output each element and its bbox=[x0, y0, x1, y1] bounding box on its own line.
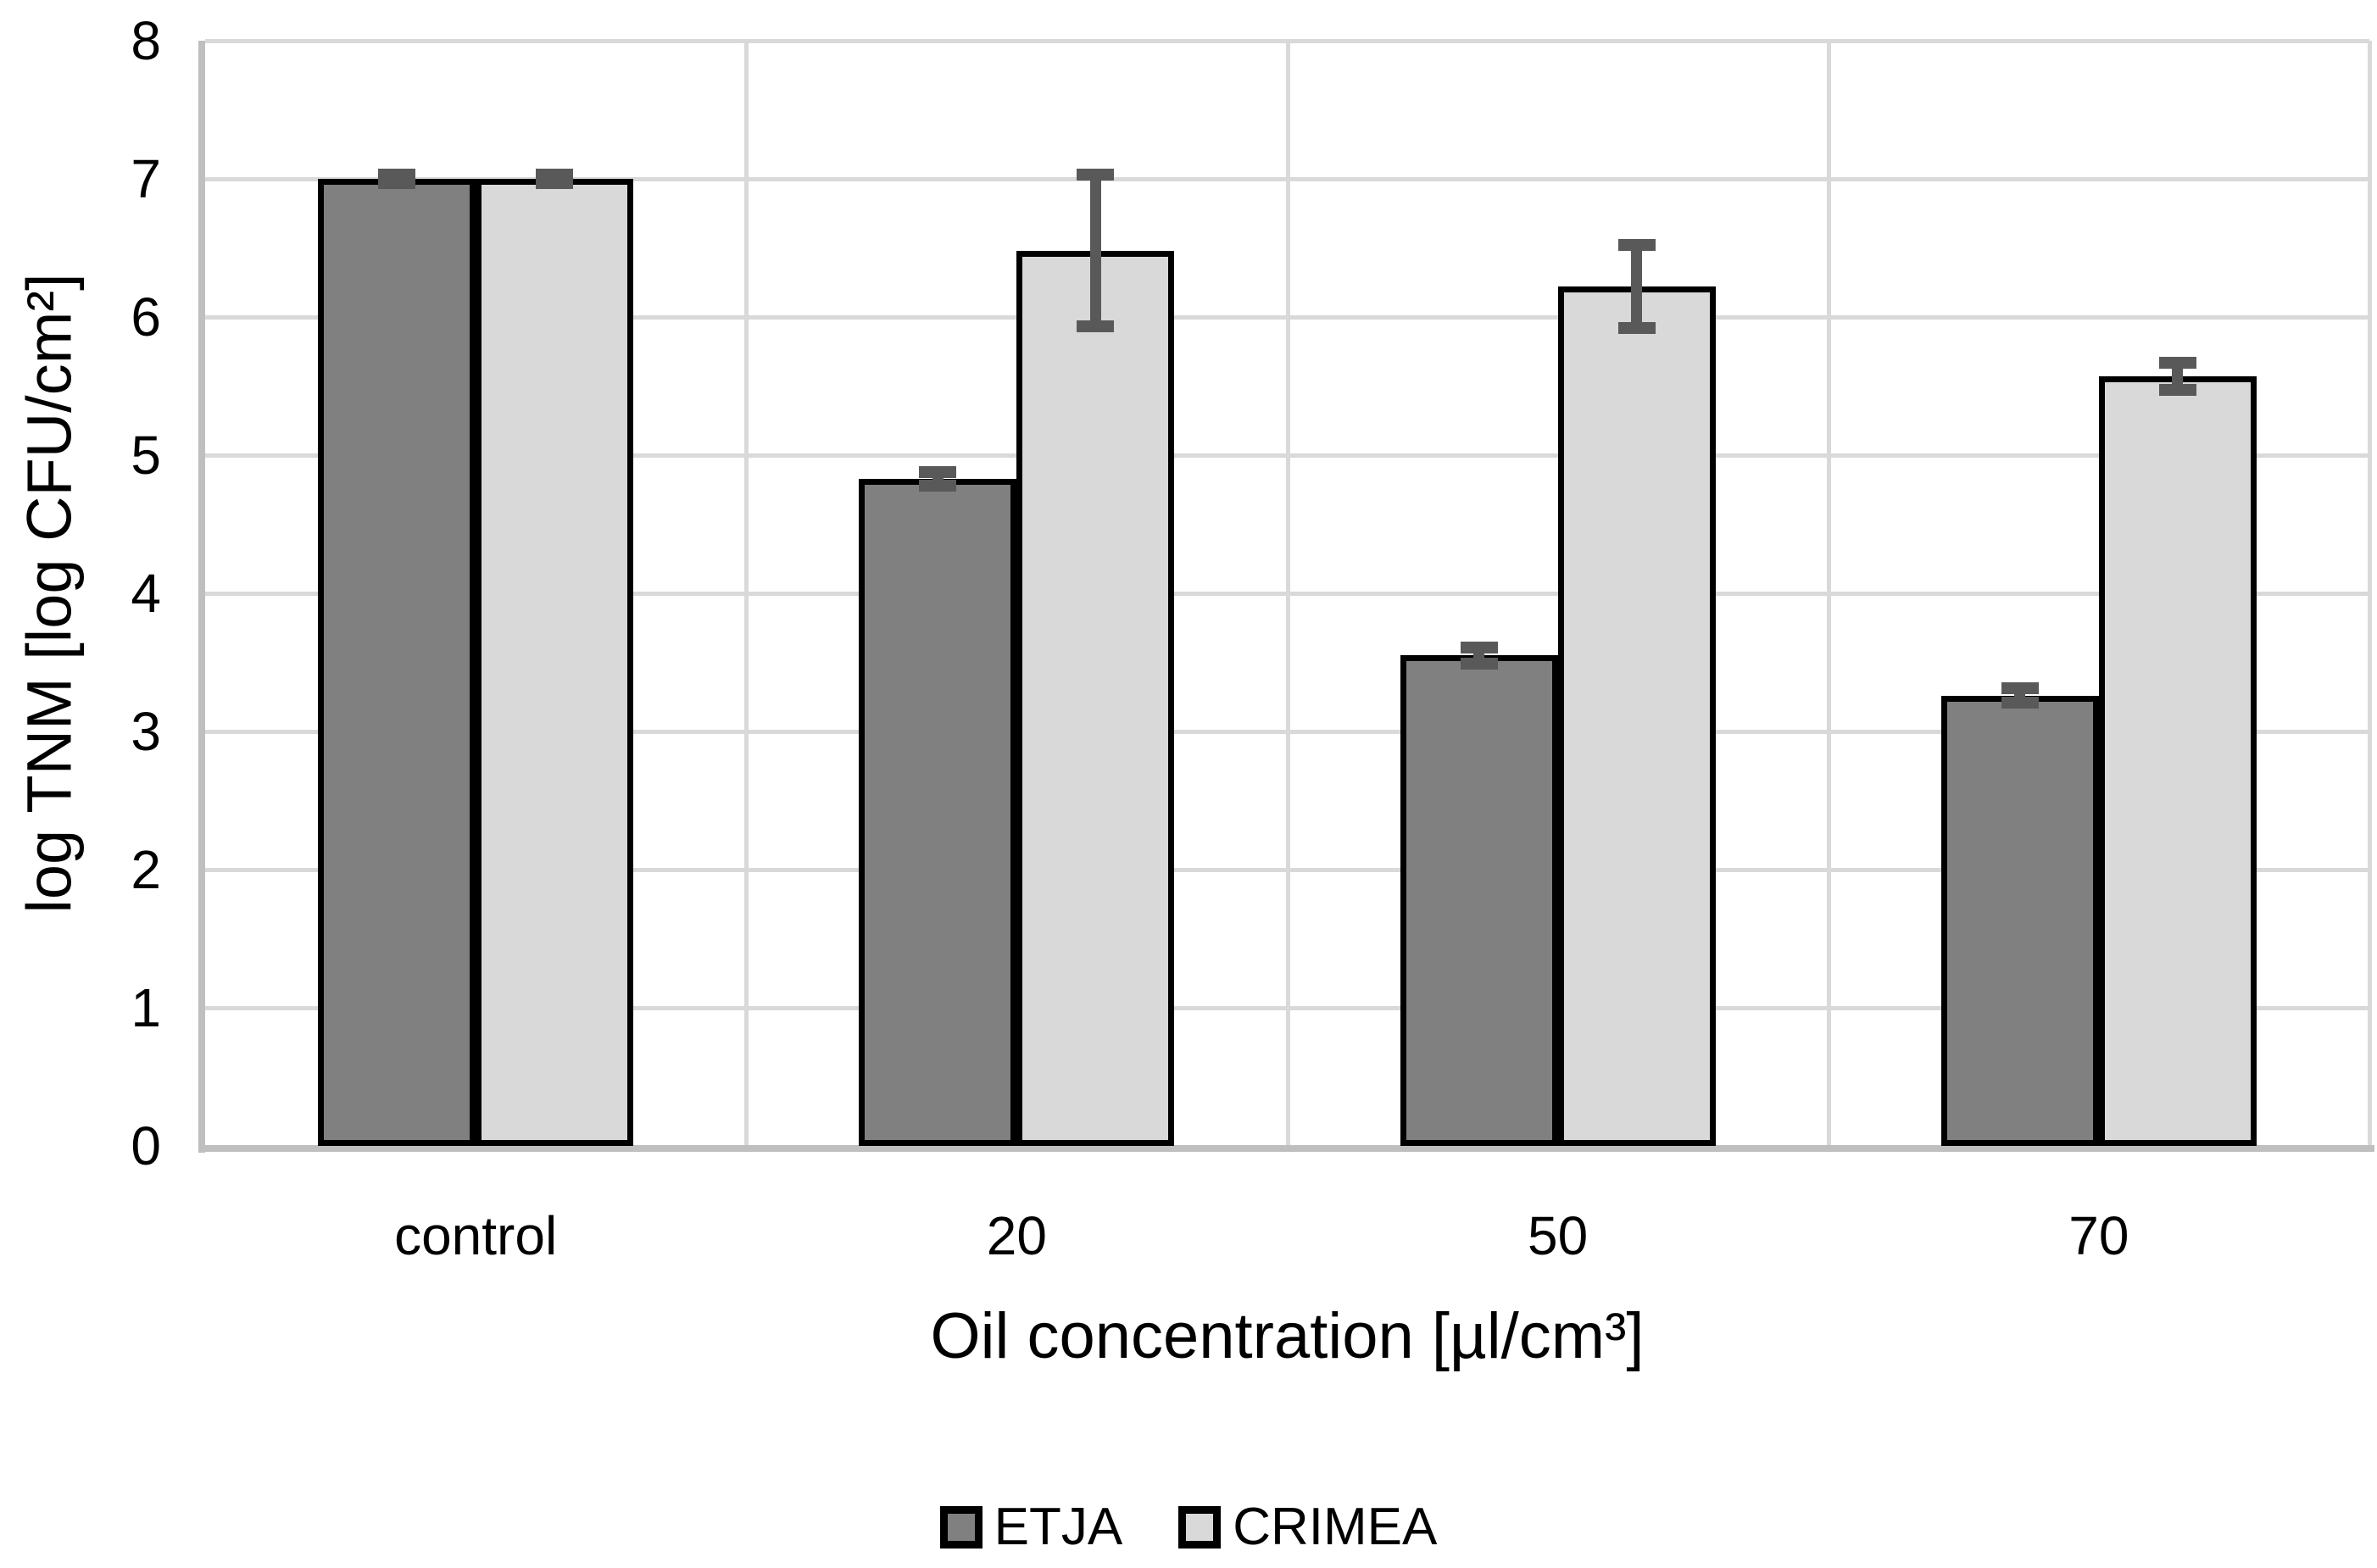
x-axis-title: Oil concentration [µl/cm³] bbox=[930, 1300, 1645, 1372]
y-tick-label: 2 bbox=[131, 839, 161, 900]
error-bar-crimea-control-cap-bottom bbox=[536, 176, 574, 189]
error-bar-crimea-70-cap-top bbox=[2158, 356, 2196, 369]
legend-item-crimea: CRIMEA bbox=[1178, 1501, 1437, 1554]
x-tick-label-control: control bbox=[394, 1205, 558, 1266]
legend-label: ETJA bbox=[994, 1498, 1123, 1556]
x-tick-label-70: 70 bbox=[2068, 1205, 2129, 1266]
bar-crimea-control bbox=[476, 179, 634, 1146]
y-axis-title: log TNM [log CFU/cm²] bbox=[14, 273, 85, 914]
error-bar-etja-20-cap-bottom bbox=[919, 479, 957, 492]
bar-etja-70 bbox=[1940, 695, 2099, 1146]
v-gridline bbox=[1826, 41, 1831, 1146]
v-gridline bbox=[1285, 41, 1290, 1146]
y-tick-label: 5 bbox=[131, 425, 161, 486]
legend-label: CRIMEA bbox=[1233, 1498, 1438, 1556]
error-bar-etja-50-cap-top bbox=[1460, 641, 1498, 653]
x-tick-label-20: 20 bbox=[986, 1205, 1047, 1266]
y-axis-line bbox=[198, 41, 205, 1153]
error-bar-crimea-50 bbox=[1631, 245, 1643, 329]
bar-crimea-50 bbox=[1557, 286, 1716, 1146]
x-axis-line bbox=[198, 1145, 2374, 1152]
legend-item-etja: ETJA bbox=[939, 1498, 1123, 1556]
legend-swatch-etja bbox=[939, 1506, 983, 1549]
x-tick-label-50: 50 bbox=[1528, 1205, 1589, 1266]
y-tick-label: 1 bbox=[131, 977, 161, 1038]
error-bar-crimea-70-cap-bottom bbox=[2158, 384, 2196, 397]
y-tick-label: 7 bbox=[131, 148, 161, 209]
error-bar-etja-control-cap-bottom bbox=[378, 176, 416, 189]
y-tick-label: 4 bbox=[131, 563, 161, 624]
error-bar-etja-20-cap-top bbox=[919, 465, 957, 478]
bar-etja-20 bbox=[859, 478, 1017, 1146]
y-tick-label: 8 bbox=[131, 10, 161, 71]
error-bar-etja-50-cap-bottom bbox=[1460, 658, 1498, 670]
y-tick-label: 3 bbox=[131, 701, 161, 762]
error-bar-etja-70-cap-bottom bbox=[2001, 696, 2039, 709]
y-tick-label: 6 bbox=[131, 286, 161, 348]
error-bar-crimea-50-cap-top bbox=[1617, 239, 1656, 252]
error-bar-crimea-50-cap-bottom bbox=[1617, 322, 1656, 335]
v-gridline bbox=[744, 41, 749, 1146]
error-bar-crimea-20-cap-top bbox=[1077, 169, 1115, 181]
error-bar-crimea-20 bbox=[1089, 175, 1101, 327]
error-bar-crimea-70 bbox=[2172, 362, 2184, 391]
error-bar-crimea-20-cap-bottom bbox=[1077, 320, 1115, 333]
legend-swatch-crimea bbox=[1178, 1506, 1222, 1549]
v-gridline bbox=[2368, 41, 2372, 1146]
y-tick-label: 0 bbox=[131, 1115, 161, 1176]
bar-crimea-70 bbox=[2098, 376, 2257, 1146]
error-bar-etja-70-cap-top bbox=[2001, 682, 2039, 695]
legend: ETJA CRIMEA bbox=[0, 1493, 2377, 1561]
bar-crimea-20 bbox=[1016, 250, 1175, 1146]
bar-etja-50 bbox=[1400, 655, 1558, 1146]
bar-etja-control bbox=[318, 179, 476, 1146]
